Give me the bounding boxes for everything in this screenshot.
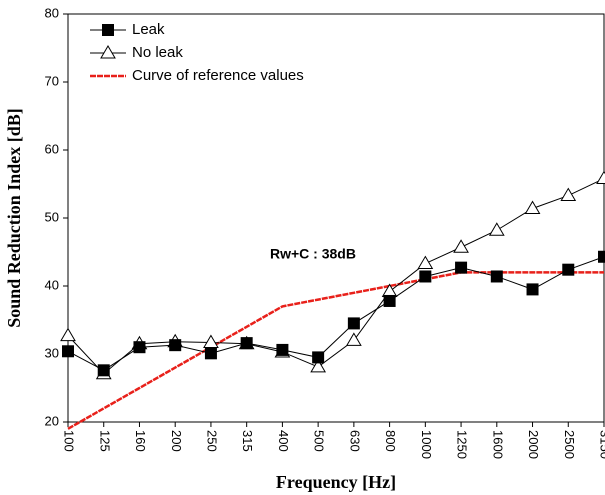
x-tick-label: 200 xyxy=(169,430,184,452)
legend-label: Leak xyxy=(132,21,165,38)
marker-triangle xyxy=(453,239,469,253)
x-tick-label: 100 xyxy=(62,430,77,452)
x-tick-label: 1250 xyxy=(455,430,470,459)
series-line xyxy=(67,178,605,375)
marker-triangle xyxy=(596,170,605,185)
x-tick-label: 3150 xyxy=(598,430,605,459)
x-tick-label: 2500 xyxy=(562,430,577,459)
legend-marker xyxy=(100,45,116,59)
marker-square xyxy=(276,343,289,356)
y-tick-label: 30 xyxy=(45,345,59,360)
marker-triangle xyxy=(488,222,505,236)
marker-square xyxy=(347,317,360,330)
marker-square xyxy=(598,250,605,263)
marker-square xyxy=(383,294,396,307)
x-axis-title: Frequency [Hz] xyxy=(276,472,396,492)
marker-square xyxy=(240,337,253,350)
marker-square xyxy=(526,283,539,296)
y-tick-label: 60 xyxy=(45,141,59,156)
marker-square xyxy=(490,270,503,283)
legend-label: Curve of reference values xyxy=(132,67,304,84)
marker-square xyxy=(562,263,575,276)
y-tick-label: 70 xyxy=(45,73,59,88)
x-tick-label: 630 xyxy=(347,430,362,452)
marker-square xyxy=(62,345,74,358)
marker-triangle xyxy=(524,200,541,214)
marker-triangle xyxy=(310,358,327,373)
y-tick-label: 80 xyxy=(45,5,59,20)
x-tick-label: 2000 xyxy=(526,430,541,459)
marker-square xyxy=(419,270,432,283)
x-tick-label: 250 xyxy=(204,430,219,452)
x-tick-label: 1000 xyxy=(419,430,434,459)
marker-square xyxy=(97,364,110,377)
reference-line xyxy=(67,271,604,430)
marker-square xyxy=(204,347,217,360)
x-tick-label: 315 xyxy=(240,430,255,452)
x-tick-label: 800 xyxy=(383,430,398,452)
y-tick-label: 20 xyxy=(45,413,59,428)
x-tick-label: 125 xyxy=(97,430,112,452)
marker-square xyxy=(133,341,146,354)
x-tick-label: 160 xyxy=(133,430,148,452)
y-tick-label: 40 xyxy=(45,277,59,292)
y-tick-label: 50 xyxy=(45,209,59,224)
x-tick-label: 400 xyxy=(276,430,291,452)
marker-triangle xyxy=(345,332,362,346)
legend-marker xyxy=(102,24,114,36)
marker-triangle xyxy=(60,327,76,342)
annotation: Rw+C : 38dB xyxy=(270,246,356,262)
marker-triangle xyxy=(203,334,219,348)
x-tick-label: 1600 xyxy=(490,430,505,459)
x-tick-label: 500 xyxy=(312,430,327,452)
marker-square xyxy=(312,351,325,364)
marker-triangle xyxy=(417,255,434,270)
marker-square xyxy=(169,339,182,352)
y-axis-title: Sound Reduction Index [dB] xyxy=(4,108,24,328)
marker-square xyxy=(455,261,468,274)
marker-triangle xyxy=(560,187,577,202)
series-line xyxy=(67,256,605,371)
legend-label: No leak xyxy=(132,44,183,61)
